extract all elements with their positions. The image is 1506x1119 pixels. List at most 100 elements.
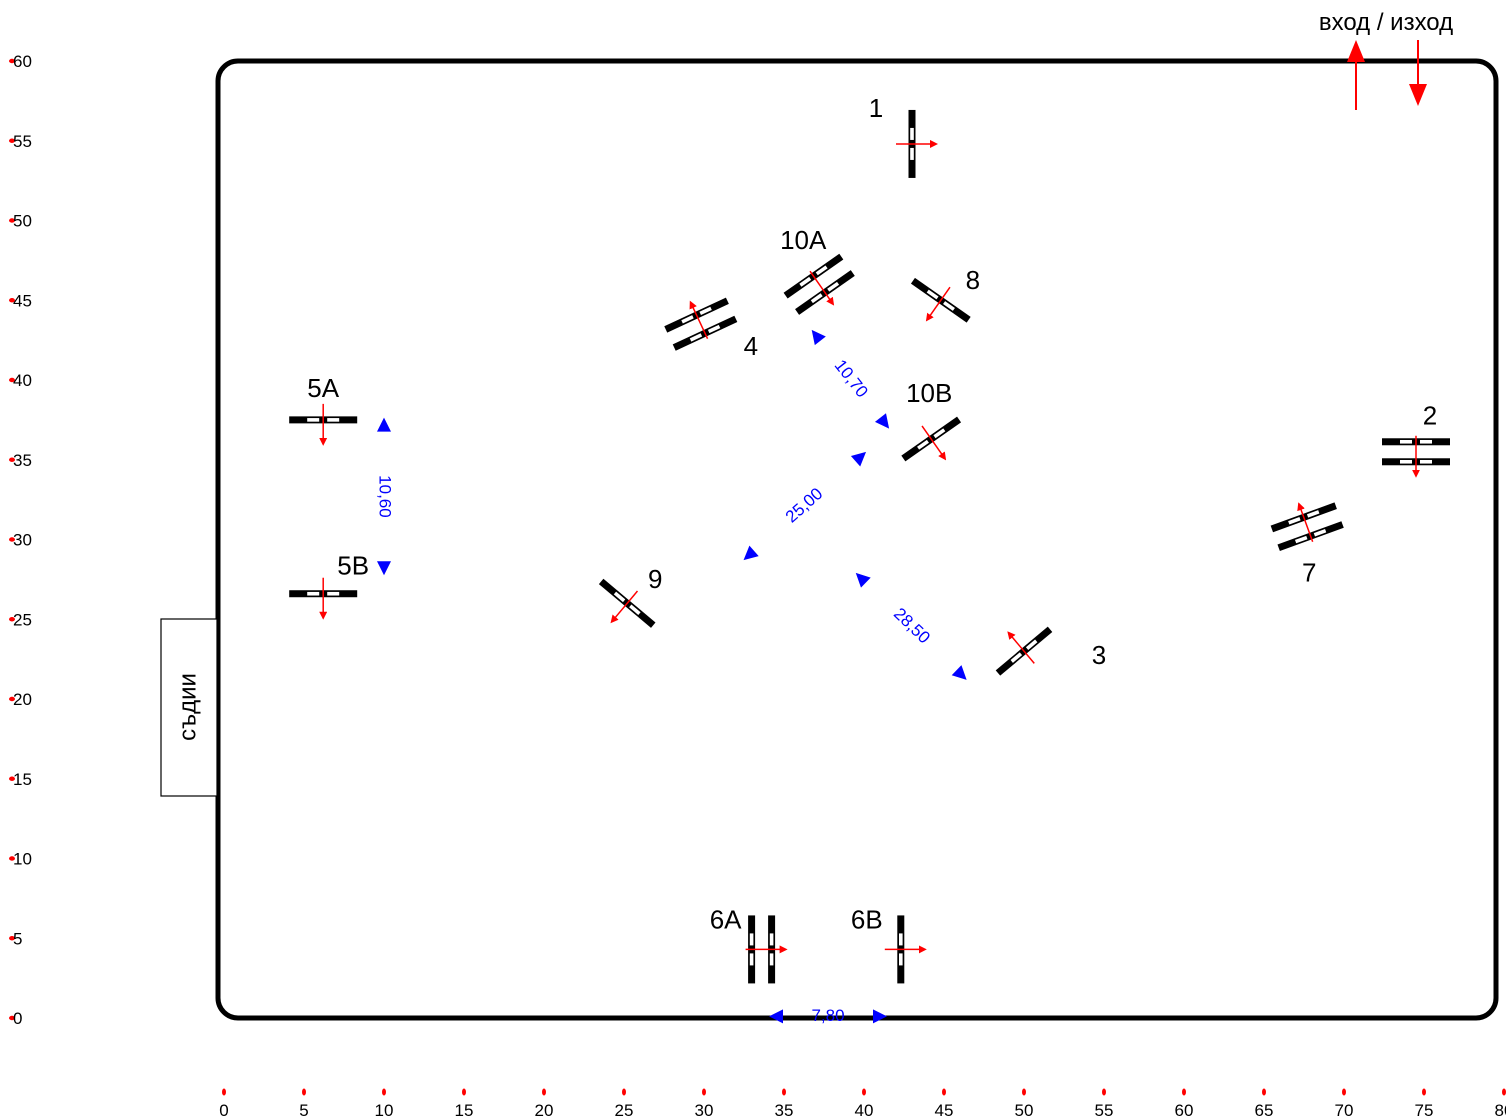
- direction-arrow-icon: [925, 286, 951, 322]
- obstacle-number: 2: [1423, 401, 1437, 431]
- x-axis-dot: [862, 1088, 866, 1096]
- x-axis-tick-label: 70: [1335, 1101, 1354, 1119]
- rail-stripe: [898, 953, 903, 966]
- obstacles: 1 2 3 4 5A 5B 6A 6B 7 8 9 10A 10B: [289, 93, 1450, 984]
- x-axis-tick-label: 35: [775, 1101, 794, 1119]
- judges-box-frame: [160, 618, 218, 797]
- rail-stripe: [910, 147, 914, 160]
- y-axis-tick-label: 10: [13, 850, 32, 869]
- obstacle-2: 2: [1382, 401, 1450, 478]
- x-axis-tick-label: 15: [455, 1101, 474, 1119]
- x-axis-dot: [702, 1088, 706, 1096]
- rail-stripe: [943, 301, 955, 311]
- y-axis-dot: [9, 1015, 15, 1021]
- obstacle-6A: 6A: [710, 904, 788, 984]
- distance-7,80: 7,80: [769, 1006, 887, 1025]
- rail-stripe: [1294, 535, 1308, 544]
- x-axis-tick-label: 65: [1255, 1101, 1274, 1119]
- x-axis-dot: [542, 1088, 546, 1096]
- rail-stripe: [749, 953, 754, 966]
- distance-arrow-icon: [377, 561, 391, 576]
- rail-stripe: [629, 604, 641, 615]
- obstacle-number: 5A: [307, 373, 339, 403]
- obstacle-number: 10A: [780, 225, 827, 255]
- rail-stripe: [1400, 439, 1412, 444]
- rail-stripe: [910, 127, 914, 140]
- distance-10,70: 10,70: [811, 329, 890, 429]
- axes: 0 5 10 15 20 25 30 35 40 45 50 55 60 65 70 75 80 0 5 10 15 20…: [9, 52, 1506, 1119]
- rail-stripe: [810, 293, 823, 304]
- x-axis-dot: [462, 1088, 466, 1096]
- y-axis-dot: [9, 298, 15, 303]
- y-axis-tick-label: 25: [13, 610, 32, 629]
- y-axis-dot: [9, 696, 15, 702]
- rail-stripe: [1010, 652, 1023, 663]
- direction-arrow-icon: [1297, 502, 1314, 543]
- rail-stripe: [827, 281, 840, 292]
- y-axis-tick-label: 0: [13, 1009, 22, 1028]
- obstacle-10B: 10B: [901, 378, 962, 462]
- x-axis-dot: [1502, 1088, 1506, 1096]
- obstacle-number: 3: [1092, 640, 1106, 670]
- rail-stripe: [1288, 517, 1301, 525]
- judges-box: съдии: [160, 618, 218, 797]
- x-axis-tick-label: 40: [855, 1101, 874, 1119]
- rail-stripe: [307, 591, 320, 596]
- distance-arrow-icon: [377, 417, 391, 432]
- x-axis-tick-label: 75: [1415, 1101, 1434, 1119]
- x-axis-tick-label: 45: [935, 1101, 954, 1119]
- x-axis-tick-label: 5: [299, 1101, 308, 1119]
- rail-stripe: [933, 428, 946, 439]
- x-axis-dot: [1342, 1088, 1346, 1096]
- rail-stripe: [1306, 510, 1320, 518]
- rail-stripe: [699, 306, 712, 316]
- distance-arrow-icon: [855, 572, 871, 588]
- rail-stripe: [1420, 439, 1432, 444]
- rail-stripe: [917, 439, 929, 450]
- y-axis-tick-label: 5: [13, 929, 22, 948]
- obstacle-number: 10B: [906, 378, 952, 408]
- rail-stripe: [327, 418, 340, 422]
- distance-arrow-icon: [873, 1009, 887, 1024]
- x-axis-tick-label: 0: [219, 1101, 228, 1119]
- direction-arrow-icon: [610, 590, 639, 624]
- rail-stripe: [926, 289, 939, 300]
- rail-stripe: [769, 953, 774, 966]
- distance-label: 28,50: [890, 604, 934, 647]
- x-axis-dot: [622, 1088, 626, 1096]
- rail-stripe: [1400, 459, 1412, 464]
- exit-arrowhead-icon: [1409, 84, 1427, 106]
- y-axis-dot: [9, 138, 15, 143]
- obstacle-8: 8: [910, 265, 980, 323]
- rail-stripe: [1025, 639, 1038, 650]
- obstacle-3: 3: [995, 626, 1106, 676]
- obstacle-number: 5B: [337, 551, 369, 581]
- obstacle-1: 1: [869, 93, 938, 178]
- distance-arrow-icon: [850, 451, 867, 467]
- obstacle-number: 8: [966, 265, 980, 295]
- obstacle-number: 9: [648, 564, 662, 594]
- x-axis-dot: [1262, 1088, 1266, 1096]
- x-axis-tick-label: 25: [615, 1101, 634, 1119]
- rail-stripe: [749, 933, 754, 946]
- y-axis-dot: [9, 936, 15, 941]
- obstacle-number: 6B: [851, 904, 883, 934]
- entry-arrowhead-icon: [1347, 40, 1365, 62]
- x-axis-tick-label: 55: [1095, 1101, 1114, 1119]
- direction-arrow-icon: [809, 270, 835, 306]
- obstacle-7: 7: [1270, 502, 1344, 588]
- y-axis-dot: [9, 617, 15, 622]
- y-axis-tick-label: 50: [13, 212, 32, 231]
- x-axis-dot: [222, 1088, 226, 1096]
- x-axis-tick-label: 60: [1175, 1101, 1194, 1119]
- distance-28,50: 28,50: [855, 572, 967, 680]
- distance-label: 25,00: [782, 484, 826, 526]
- rail-stripe: [327, 591, 340, 596]
- distance-25,00: 25,00: [743, 451, 867, 561]
- x-axis-dot: [1182, 1088, 1186, 1096]
- direction-arrow-icon: [921, 425, 947, 461]
- y-axis-tick-label: 40: [13, 371, 32, 390]
- y-axis-dot: [9, 58, 15, 64]
- x-axis-tick-label: 10: [375, 1101, 394, 1119]
